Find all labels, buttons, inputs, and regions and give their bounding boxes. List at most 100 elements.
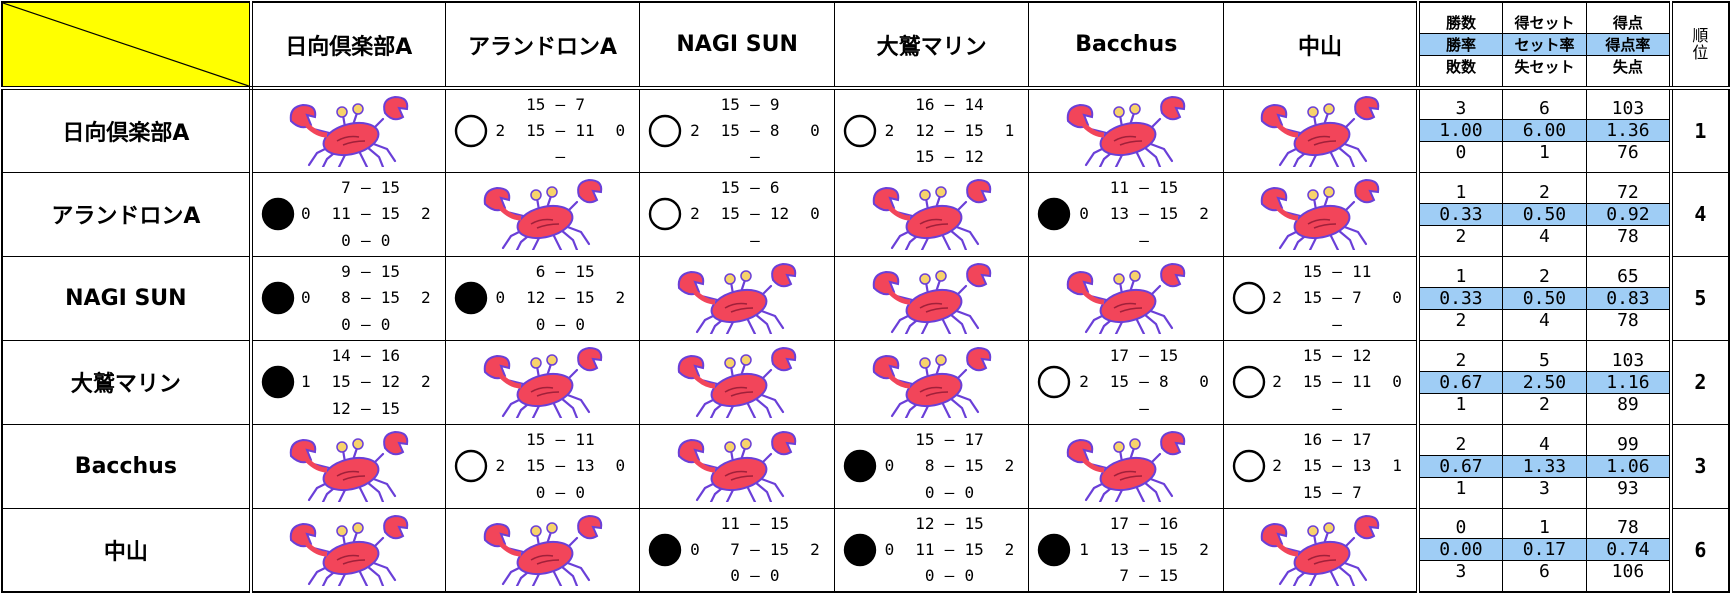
game-scores: — 16 14 2 1 — 12 15 — 15 12 [878, 92, 1020, 170]
rank-value: 2 [1668, 339, 1730, 425]
stat-cell: 1 0.33 2 [1416, 255, 1503, 341]
score-dash: — [750, 147, 760, 167]
score-dash: — [360, 288, 371, 308]
stat-cell: 3 1.00 0 [1416, 87, 1503, 173]
score-dash: — [750, 566, 760, 586]
stat-stack: 1 0.33 2 [1420, 182, 1502, 247]
score-opp: 0 [575, 314, 585, 334]
rank-value: 4 [1668, 171, 1730, 257]
stat-stack: 72 0.92 78 [1587, 182, 1669, 247]
stat-value: 1 [1420, 392, 1502, 415]
stat-value: 3 [1420, 560, 1502, 582]
stat-value: 6 [1539, 98, 1550, 120]
score-opp: 6 [769, 178, 780, 198]
stat-stack: 5 2.50 2 [1502, 350, 1587, 415]
win-circle [649, 197, 682, 231]
win-circle [1232, 449, 1266, 483]
crab-icon [870, 178, 994, 250]
crab-icon [481, 514, 605, 586]
game-scores: — 9 15 0 2 — 8 15 — 0 0 [295, 259, 437, 338]
crab-shape [291, 432, 408, 502]
score-opp: 15 [575, 262, 595, 282]
diagonal-line [3, 3, 249, 86]
score-own: 15 [720, 95, 740, 115]
score-dash: — [750, 514, 760, 534]
stat-value: 78 [1587, 224, 1669, 247]
sets-won: 1 [1079, 540, 1089, 560]
stat-label: 得セット [1514, 14, 1575, 32]
sets-won: 2 [1272, 288, 1282, 308]
crab-icon [1064, 430, 1188, 502]
stat-stack: 2 0.50 4 [1502, 182, 1587, 247]
score-own: 6 [535, 262, 546, 282]
result-mark [843, 449, 877, 483]
corner-diagonal [3, 3, 249, 86]
game-scores: — 12 15 0 2 — 11 15 — 0 0 [878, 511, 1020, 590]
score-dash: — [750, 95, 760, 115]
score-dash: — [944, 456, 955, 476]
stat-value: 1.36 [1587, 119, 1669, 142]
corner-cell [1, 1, 253, 90]
score-own: 0 [924, 566, 935, 586]
stat-value: 4 [1539, 433, 1550, 455]
result-mark [1038, 365, 1071, 399]
score-dash: — [555, 456, 566, 476]
sets-lost: 0 [1199, 372, 1209, 392]
sets-won: 0 [884, 456, 895, 476]
score-opp: 15 [964, 121, 984, 141]
score-own: 15 [915, 147, 935, 167]
sets-won: 2 [1079, 372, 1089, 392]
score-opp: 15 [964, 456, 984, 476]
sets-lost: 2 [615, 288, 626, 308]
sets-lost: 2 [1004, 540, 1015, 560]
score-own: 15 [1302, 456, 1323, 476]
match-cell: — 16 17 2 1 — 15 13 — 15 7 [1223, 423, 1419, 509]
no-match-cell [639, 423, 835, 509]
stat-cell: 2 0.50 4 [1501, 255, 1588, 341]
score-own: 13 [1109, 540, 1130, 560]
score-own: 0 [341, 230, 351, 250]
game-scores: — 11 15 0 2 — 7 15 — 0 0 [684, 511, 826, 590]
team-header: Bacchus [1028, 1, 1225, 90]
stat-value: 0.00 [1420, 538, 1502, 561]
stat-value: 2 [1455, 349, 1467, 371]
score-dash: — [1139, 398, 1149, 418]
score-own: 8 [341, 288, 351, 308]
no-match-cell [250, 507, 446, 593]
score-own: 0 [730, 566, 740, 586]
match: — 15 7 2 0 — 15 11 — [446, 90, 640, 172]
result-mark [261, 197, 294, 231]
game-scores: — 11 15 0 2 — 13 15 — [1073, 175, 1215, 254]
stat-cell: 5 2.50 2 [1501, 339, 1588, 425]
sets-won: 0 [690, 540, 700, 560]
game-scores: — 16 17 2 1 — 15 13 — 15 7 [1266, 427, 1408, 506]
stat-cell: 99 1.06 93 [1586, 423, 1672, 509]
crab-shape [1262, 97, 1379, 167]
score-dash: — [1332, 372, 1342, 392]
stat-cell: 0 0.00 3 [1416, 507, 1503, 593]
sets-won: 2 [690, 204, 700, 224]
crab-icon [675, 346, 799, 418]
team-row: 中山 —11 15 0 2—7 15—0 0—12 15 0 2—11 15—0 0—17 16 1 2—1… [1, 507, 1730, 593]
sets-lost: 1 [1004, 121, 1015, 141]
crab-shape [873, 264, 990, 334]
crab-icon [287, 514, 411, 586]
score-dash: — [360, 204, 371, 224]
crab-shape [484, 348, 601, 418]
stat-value: 1 [1455, 265, 1467, 287]
stat-cell: 103 1.36 76 [1586, 87, 1672, 173]
score-opp: 7 [1352, 288, 1362, 308]
result-mark [454, 449, 487, 483]
sets-won: 0 [1079, 204, 1089, 224]
result-mark [843, 533, 877, 566]
stat-value: 0.67 [1420, 370, 1502, 393]
score-own: 17 [1109, 346, 1130, 366]
stat-value: 3 [1502, 476, 1587, 499]
score-opp: 13 [1352, 456, 1372, 476]
match: — 15 11 2 0 — 15 13 — 0 0 [446, 425, 640, 508]
score-own: 12 [526, 288, 546, 308]
score-opp: 15 [380, 204, 401, 224]
crab-icon [1064, 262, 1188, 334]
match: — 16 14 2 1 — 12 15 — 15 12 [835, 90, 1029, 172]
